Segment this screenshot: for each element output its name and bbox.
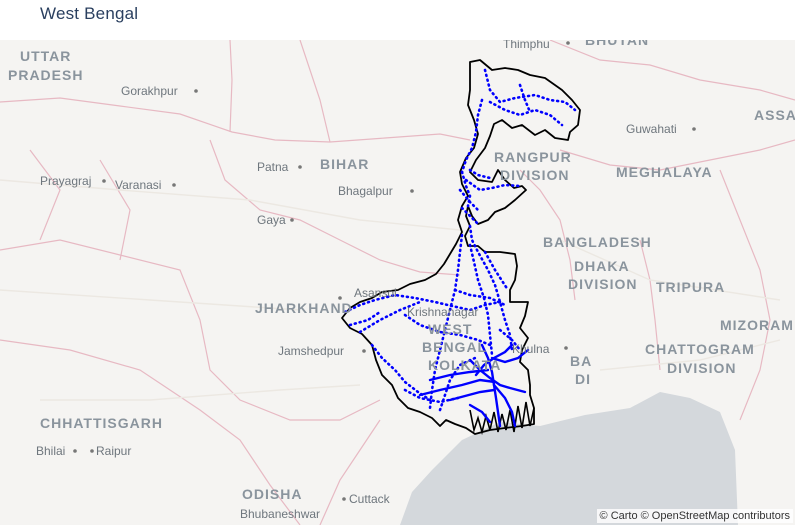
admin-borders	[0, 40, 795, 525]
label-bangladesh: BANGLADESH	[543, 234, 652, 250]
label-khulna: Khulna	[512, 342, 550, 356]
label-assam: ASSA	[754, 107, 795, 123]
sundarbans-coast	[469, 401, 535, 436]
label-pradesh: PRADESH	[8, 67, 83, 83]
label-west: WEST	[428, 321, 472, 337]
route-network	[343, 68, 577, 428]
city-markers	[73, 41, 696, 501]
map-attribution[interactable]: © Carto © OpenStreetMap contributors	[596, 509, 793, 523]
label-thimphu: Thimphu	[503, 40, 550, 51]
label-uttar: UTTAR	[20, 48, 71, 64]
label-rangpur: RANGPUR	[494, 149, 572, 165]
page-title: West Bengal	[40, 4, 139, 23]
label-chhattisgarh: CHHATTISGARH	[40, 415, 163, 431]
label-cuttack: Cuttack	[349, 492, 391, 506]
label-asansol: Asansol	[354, 286, 397, 300]
label-division-3: DIVISION	[667, 360, 736, 376]
label-chattogram: CHATTOGRAM	[645, 341, 755, 357]
map-canvas[interactable]: UTTAR PRADESH Gorakhpur BIHAR Patna Pray…	[0, 40, 795, 525]
label-gaya: Gaya	[257, 213, 286, 227]
label-bengal: BENGAL	[422, 339, 487, 355]
label-meghalaya: MEGHALAYA	[616, 164, 713, 180]
label-ba: BA	[570, 353, 592, 369]
label-bhutan: BHUTAN	[585, 40, 649, 48]
bay-of-bengal	[400, 392, 738, 525]
label-bhagalpur: Bhagalpur	[338, 184, 393, 198]
map-view[interactable]: UTTAR PRADESH Gorakhpur BIHAR Patna Pray…	[0, 40, 795, 525]
label-jharkhand: JHARKHAND	[255, 300, 353, 316]
label-patna: Patna	[257, 160, 289, 174]
label-division-1: DIVISION	[500, 167, 569, 183]
label-prayagraj: Prayagraj	[40, 174, 91, 188]
label-odisha: ODISHA	[242, 486, 302, 502]
label-krishnanagar: Krishnanagar	[407, 305, 478, 319]
roads	[0, 179, 781, 401]
label-kolkata: KOLKATA	[428, 357, 501, 373]
label-di: DI	[575, 371, 591, 387]
label-gorakhpur: Gorakhpur	[121, 84, 178, 98]
west-bengal-boundary[interactable]	[341, 59, 581, 435]
map-labels: UTTAR PRADESH Gorakhpur BIHAR Patna Pray…	[8, 40, 795, 521]
label-bhubaneshwar: Bhubaneshwar	[240, 507, 320, 521]
label-bihar: BIHAR	[320, 156, 369, 172]
label-bhilai: Bhilai	[36, 444, 65, 458]
label-raipur: Raipur	[96, 444, 131, 458]
label-guwahati: Guwahati	[626, 122, 677, 136]
label-dhaka: DHAKA	[574, 258, 630, 274]
label-varanasi: Varanasi	[115, 178, 161, 192]
label-tripura: TRIPURA	[656, 279, 725, 295]
label-mizoram: MIZORAM	[720, 317, 794, 333]
label-jamshedpur: Jamshedpur	[278, 344, 344, 358]
label-division-2: DIVISION	[568, 276, 637, 292]
